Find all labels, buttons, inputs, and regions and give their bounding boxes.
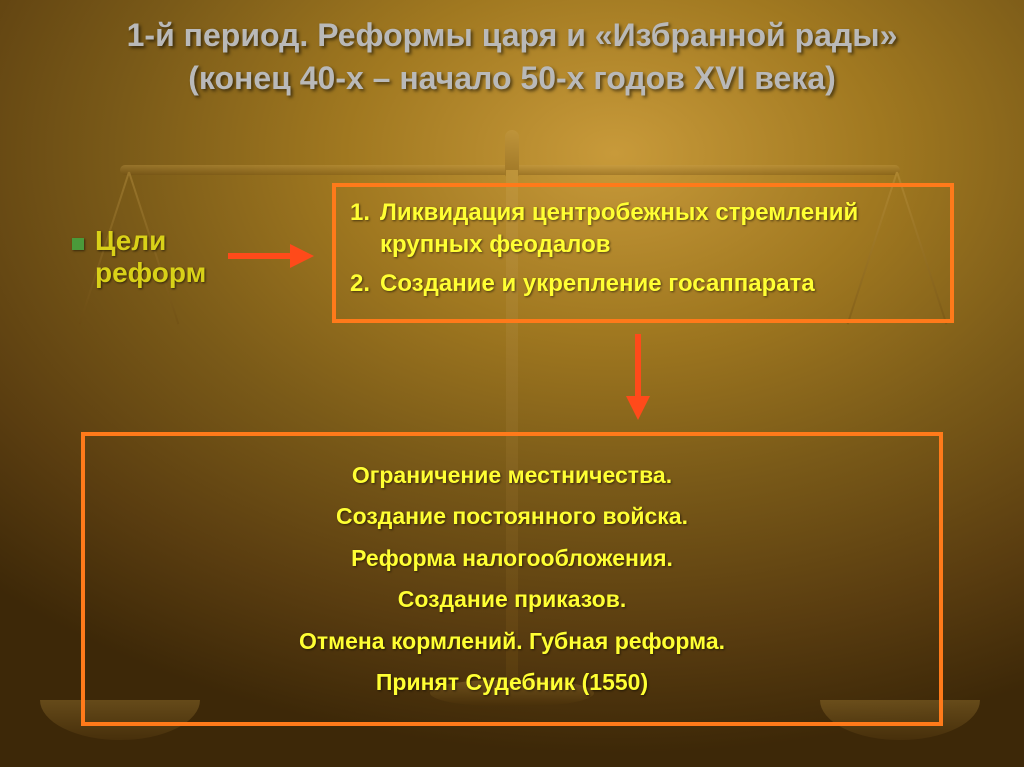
reforms-box: Ограничение местничества. Создание посто…: [81, 432, 943, 726]
title-line-2: (конец 40-х – начало 50-х годов XVI века…: [188, 60, 836, 96]
reform-item: Принят Судебник (1550): [376, 668, 648, 697]
list-text: Создание и укрепление госаппарата: [380, 268, 815, 300]
title-line-1: 1-й период. Реформы царя и «Избранной ра…: [127, 17, 898, 53]
reform-item: Создание приказов.: [398, 585, 627, 614]
arrow-down-icon: [630, 334, 646, 424]
reform-item: Отмена кормлений. Губная реформа.: [299, 627, 725, 656]
goals-label-line-1: Цели: [95, 225, 166, 256]
reform-item: Реформа налогообложения.: [351, 544, 673, 573]
slide-title: 1-й период. Реформы царя и «Избранной ра…: [0, 14, 1024, 100]
list-number: 1.: [350, 197, 380, 262]
list-number: 2.: [350, 268, 380, 300]
reform-item: Создание постоянного войска.: [336, 502, 688, 531]
arrow-right-icon: [228, 248, 318, 264]
goals-item-2: 2. Создание и укрепление госаппарата: [350, 268, 936, 300]
goals-box: 1. Ликвидация центробежных стремлений кр…: [332, 183, 954, 323]
goals-label-line-2: реформ: [95, 257, 206, 288]
reform-item: Ограничение местничества.: [352, 461, 672, 490]
list-text: Ликвидация центробежных стремлений крупн…: [380, 197, 936, 262]
slide: 1-й период. Реформы царя и «Избранной ра…: [0, 0, 1024, 767]
goals-label: Цели реформ: [95, 225, 206, 289]
goals-item-1: 1. Ликвидация центробежных стремлений кр…: [350, 197, 936, 262]
bullet-icon: [72, 238, 84, 250]
